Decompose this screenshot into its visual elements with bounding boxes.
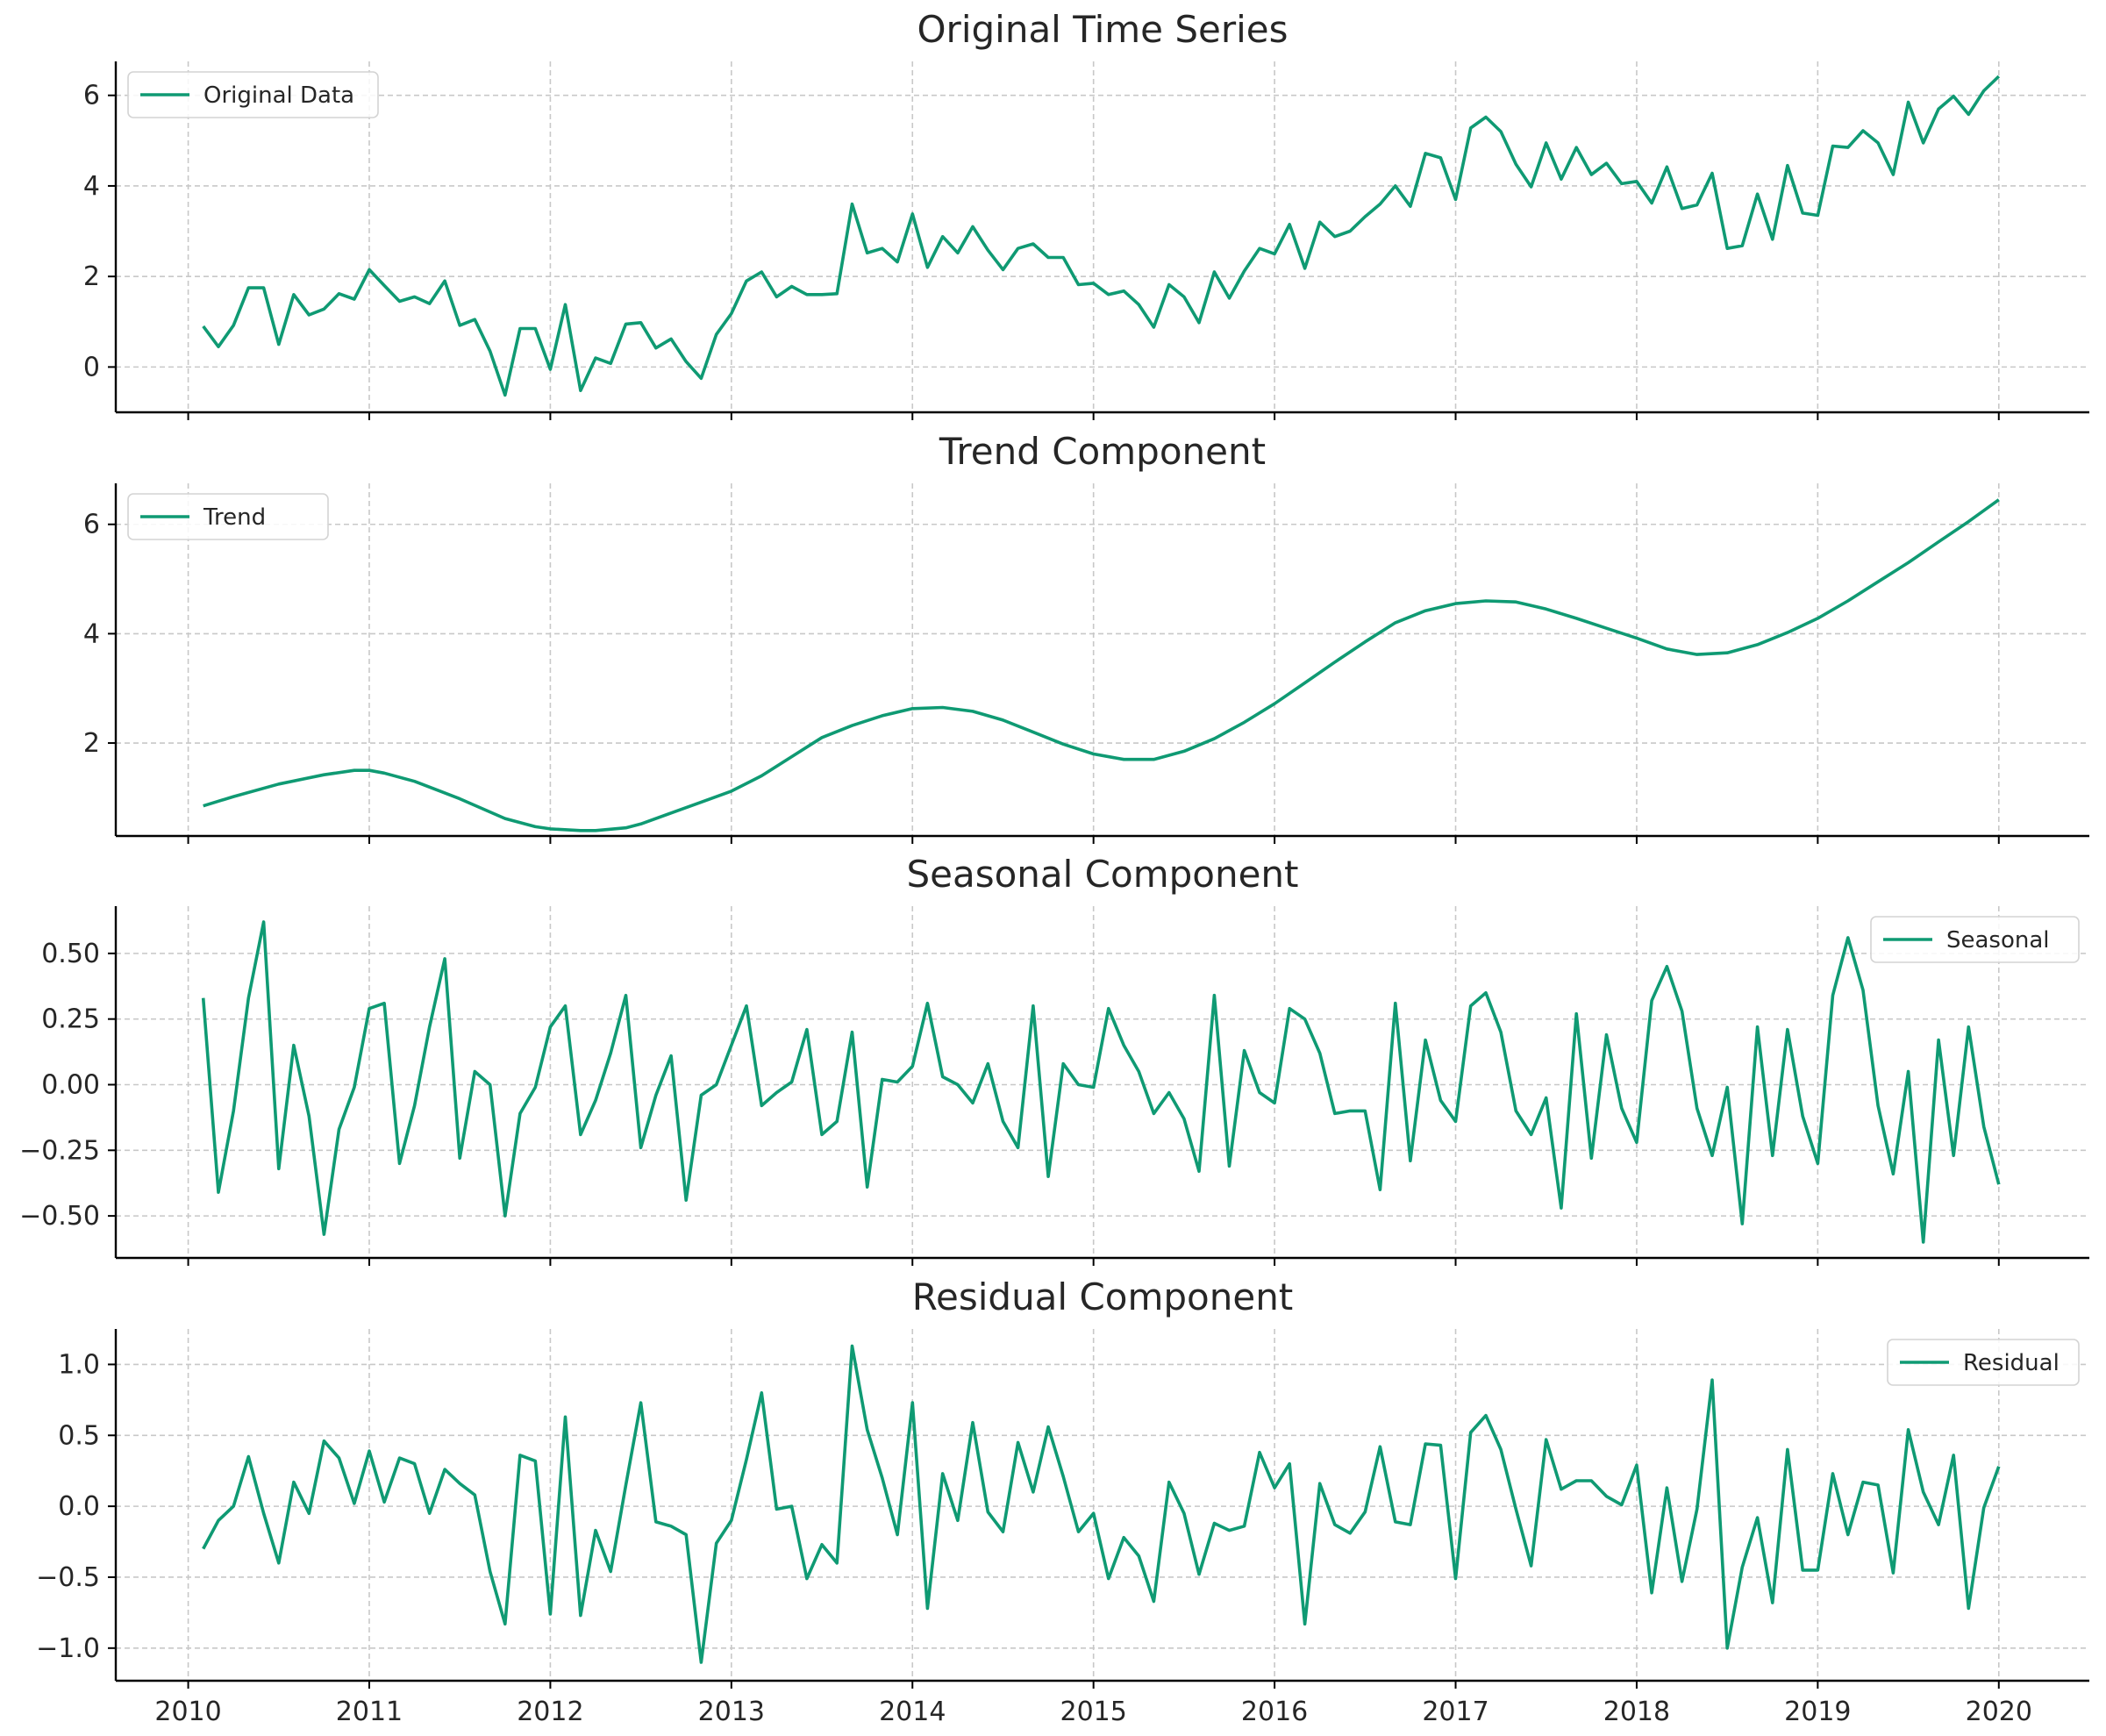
panel-title: Seasonal Component [906,853,1298,896]
x-tick-label: 2010 [154,1697,221,1727]
x-tick-label: 2016 [1241,1697,1308,1727]
legend-box [127,493,329,540]
x-tick-label: 2017 [1422,1697,1488,1727]
legend-label: Trend [203,504,266,531]
legend-label: Residual [1963,1350,2060,1376]
legend: Residual [1887,1339,2080,1386]
legend-box [1887,1339,2080,1386]
x-tick-label: 2014 [879,1697,946,1727]
x-tick-label: 2012 [517,1697,583,1727]
x-axis-labels: 2010 2011 2012 2013 2014 2015 2016 2017 2018 2019… [154,1697,2032,1727]
legend: Original Data [127,71,379,118]
panel-2: 2 4 6 Trend Component Trend [83,430,2089,844]
panel-4: −1.0 −0.5 0.0 0.5 1.0 Residual Component Resid… [36,1275,2089,1689]
series-line-seasonal [201,920,2001,1244]
y-tick-label: 0 [83,352,100,382]
y-tick-label: 4 [83,618,100,649]
legend-label: Seasonal [1946,927,2050,954]
y-tick-label: 1.0 [58,1349,100,1380]
x-tick-label: 2011 [336,1697,403,1727]
panel-3: −0.50 −0.25 0.00 0.25 0.50 Seasonal Component… [19,853,2089,1266]
legend: Seasonal [1870,916,2080,963]
x-tick-label: 2013 [698,1697,765,1727]
legend-box [127,71,379,118]
panel-1: 0 2 4 6 Original Time Series Original Data [83,8,2089,420]
panel-title: Original Time Series [917,8,1289,51]
y-tick-label: 0.50 [41,939,100,969]
y-tick-label: −1.0 [36,1633,100,1664]
legend-box [1870,916,2080,963]
legend: Trend [127,493,329,540]
y-tick-label: 2 [83,728,100,759]
y-tick-label: −0.5 [36,1562,100,1593]
x-tick-label: 2015 [1060,1697,1126,1727]
series-line-residual [202,1344,2001,1664]
x-tick-label: 2018 [1603,1697,1670,1727]
series-line-original-data [202,75,2001,397]
y-tick-label: 6 [83,81,100,111]
y-tick-label: 2 [83,261,100,292]
x-tick-label: 2019 [1784,1697,1851,1727]
panel-title: Trend Component [939,430,1266,473]
y-tick-label: 6 [83,510,100,540]
y-tick-label: 4 [83,171,100,202]
series-line-trend [203,498,2000,832]
y-tick-label: 0.0 [58,1491,100,1522]
legend-label: Original Data [203,82,354,109]
y-tick-label: 0.25 [41,1004,100,1035]
y-tick-label: −0.25 [19,1135,100,1166]
panel-title: Residual Component [912,1275,1294,1318]
y-tick-label: 0.5 [58,1420,100,1451]
x-tick-label: 2020 [1966,1697,2032,1727]
y-tick-label: 0.00 [41,1069,100,1100]
y-tick-label: −0.50 [19,1201,100,1232]
